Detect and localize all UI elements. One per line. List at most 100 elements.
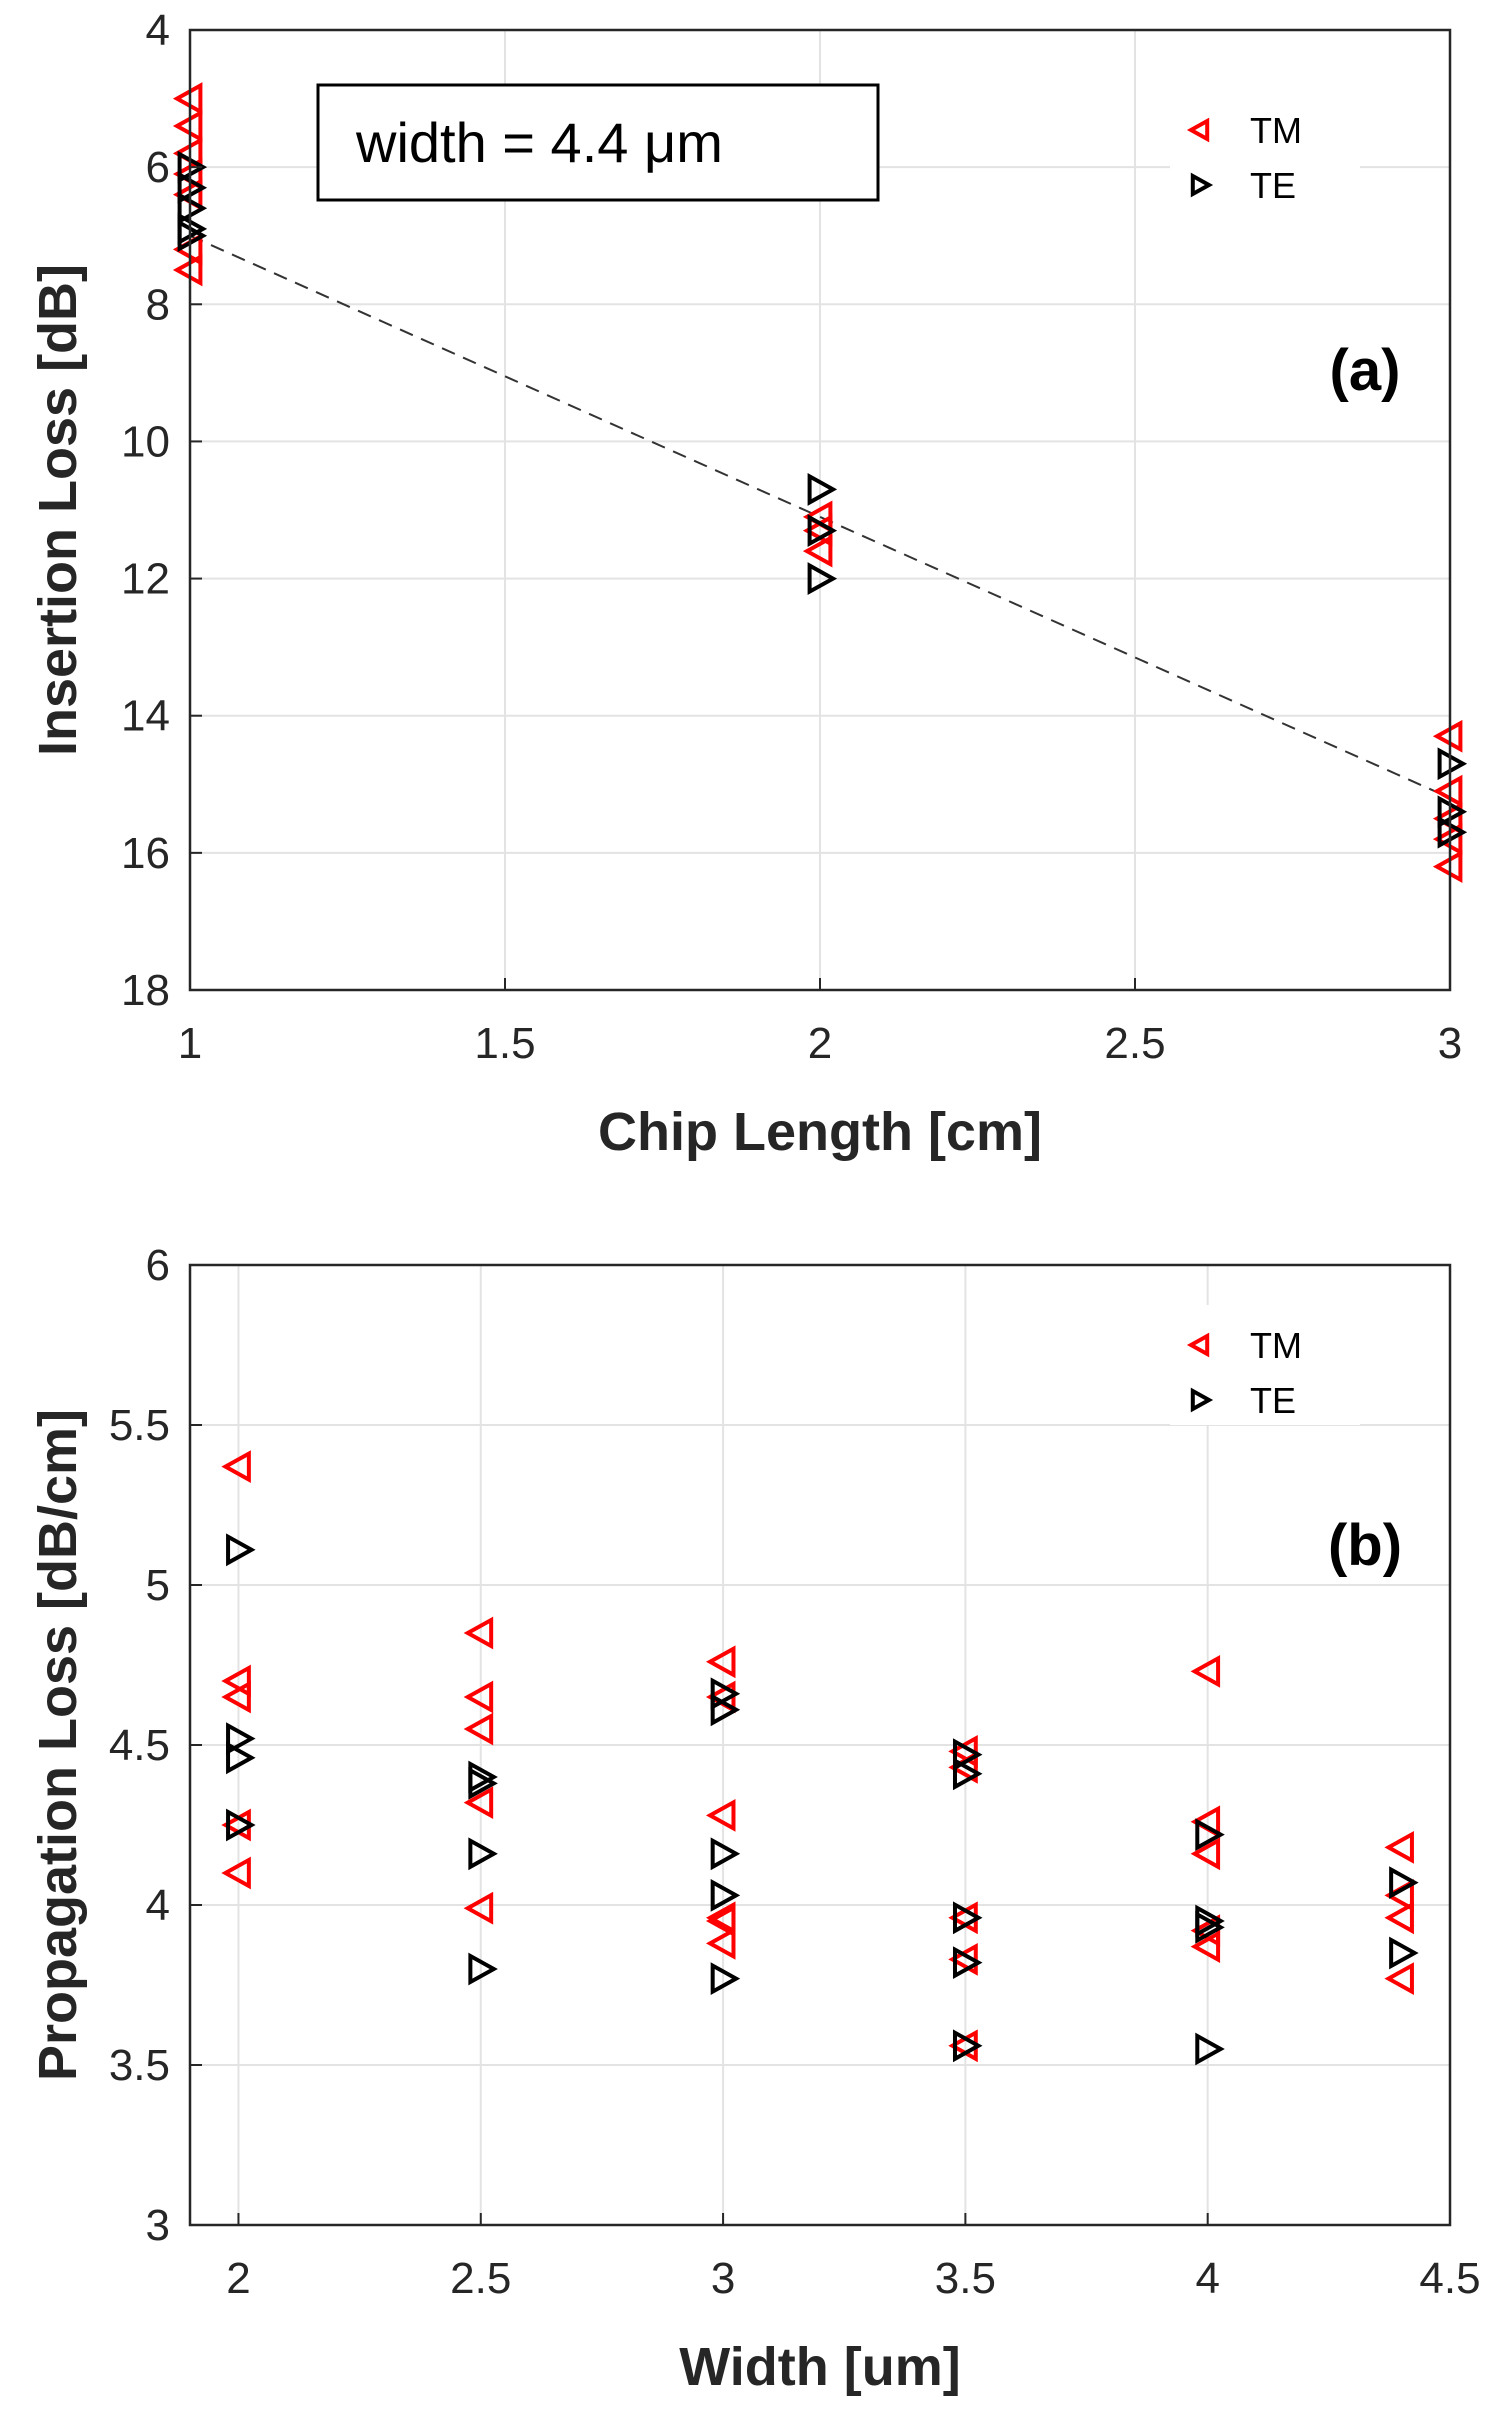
chart-b-tick-labels: 2 2.5 3 3.5 4 4.5 3 3.5 4 4.5 5 5.5 6 xyxy=(109,1241,1481,2303)
chart-a-x-tick-label: 2 xyxy=(808,1019,832,1068)
chart-b-x-tick-label: 2 xyxy=(226,2254,250,2303)
chart-b-x-tick-label: 3 xyxy=(711,2254,735,2303)
chart-a-point-te xyxy=(177,171,208,205)
chart-b-point-te xyxy=(710,1837,741,1871)
chart-a-legend-label-tm: TM xyxy=(1250,110,1302,151)
chart-a-point-tm xyxy=(1432,822,1463,856)
chart-b-point-tm xyxy=(705,1645,736,1679)
chart-b-point-tm xyxy=(463,1680,494,1714)
chart-b-point-te xyxy=(952,1901,983,1935)
chart-a-y-axis-label: Insertion Loss [dB] xyxy=(28,264,88,756)
chart-b-x-axis-label: Width [um] xyxy=(679,2337,960,2397)
chart-a-legend-label-te: TE xyxy=(1250,165,1296,206)
chart-a-y-tick-label: 4 xyxy=(146,6,170,55)
chart-b-point-te xyxy=(952,1757,983,1791)
chart-a-x-tick-label: 2.5 xyxy=(1104,1019,1165,1068)
chart-a-legend: TM TE xyxy=(1170,90,1360,210)
chart-a-y-tick-label: 10 xyxy=(121,417,170,466)
chart-b-point-tm xyxy=(463,1891,494,1925)
chart-b-point-te xyxy=(1195,2032,1225,2066)
chart-b-point-te xyxy=(952,1946,983,1979)
chart-b-y-tick-label: 6 xyxy=(146,1241,170,1290)
chart-b-point-tm xyxy=(1190,1837,1221,1871)
chart-b-legend-label-tm: TM xyxy=(1250,1325,1302,1366)
chart-b-point-te xyxy=(226,1741,256,1775)
chart-a-point-te xyxy=(1437,815,1468,849)
chart-b-point-te xyxy=(952,1738,983,1771)
chart-b-point-te xyxy=(468,1767,498,1800)
chart-a-point-te xyxy=(807,562,838,595)
chart-a-tick-labels: 1 1.5 2 2.5 3 4 6 8 10 12 14 16 18 xyxy=(121,6,1462,1068)
chart-a-point-tm xyxy=(1432,719,1463,753)
chart-a-point-te xyxy=(177,191,208,225)
chart-b-point-te xyxy=(1389,1936,1419,1970)
chart-a-point-tm xyxy=(172,253,203,287)
chart-b-y-tick-label: 5.5 xyxy=(109,1401,170,1450)
chart-a-legend-marker-te xyxy=(1190,172,1214,198)
chart-b-point-tm xyxy=(1190,1930,1221,1963)
chart-b-point-tm xyxy=(221,1450,251,1483)
chart-b-point-te xyxy=(226,1722,256,1755)
chart-a-annotation-text: width = 4.4 μm xyxy=(355,111,723,174)
chart-b-y-tick-label: 5 xyxy=(146,1561,170,1610)
chart-b-point-tm xyxy=(463,1786,494,1819)
chart-a-y-tick-label: 14 xyxy=(121,692,170,741)
chart-b-point-tm xyxy=(463,1616,494,1650)
chart-b-y-tick-label: 3 xyxy=(146,2201,170,2250)
chart-b-point-te xyxy=(226,1808,256,1842)
chart-a-point-te xyxy=(1437,795,1468,829)
chart-a-x-tick-label: 3 xyxy=(1438,1019,1462,1068)
chart-b-y-tick-label: 3.5 xyxy=(109,2041,170,2090)
chart-a-y-tick-label: 18 xyxy=(121,966,170,1015)
chart-b-legend-marker-tm xyxy=(1186,1332,1210,1358)
chart-b-point-te xyxy=(952,2029,983,2063)
chart-b-y-tick-label: 4.5 xyxy=(109,1721,170,1770)
chart-b-point-te xyxy=(226,1533,256,1567)
chart-a-point-te xyxy=(1437,747,1468,781)
chart-b-point-tm xyxy=(705,1927,736,1960)
chart-a-y-tick-label: 8 xyxy=(146,280,170,329)
chart-b-point-tm xyxy=(705,1799,736,1832)
chart-b-panel-label: (b) xyxy=(1328,1513,1402,1578)
chart-a-point-tm xyxy=(172,109,203,143)
chart-b-x-tick-label: 2.5 xyxy=(450,2254,511,2303)
chart-b-x-tick-label: 3.5 xyxy=(935,2254,996,2303)
chart-b-point-te xyxy=(468,1952,498,1986)
chart-b-x-tick-label: 4.5 xyxy=(1419,2254,1480,2303)
chart-b-point-te xyxy=(710,1677,741,1711)
chart-a-points xyxy=(172,82,1468,883)
chart-b-point-tm xyxy=(221,1856,251,1890)
chart-b-point-tm xyxy=(705,1901,736,1935)
chart-a-point-tm xyxy=(1432,850,1463,883)
chart-b-point-te xyxy=(1195,1818,1225,1851)
chart-b-point-tm xyxy=(221,1680,251,1714)
chart-b: 2 2.5 3 3.5 4 4.5 3 3.5 4 4.5 5 5.5 6 Width [um] Pro… xyxy=(28,1241,1481,2397)
chart-b-y-axis-label: Propagation Loss [dB/cm] xyxy=(28,1409,88,2081)
chart-b-point-tm xyxy=(1384,1962,1414,1995)
chart-b-point-tm xyxy=(1384,1831,1414,1864)
chart-a-legend-marker-tm xyxy=(1186,117,1210,143)
chart-b-point-te xyxy=(710,1693,741,1727)
chart-a-y-tick-label: 12 xyxy=(121,555,170,604)
chart-b-point-te xyxy=(710,1879,741,1912)
chart-b-x-tick-label: 4 xyxy=(1195,2254,1219,2303)
chart-b-legend: TM TE xyxy=(1170,1305,1360,1425)
chart-a-y-tick-label: 6 xyxy=(146,143,170,192)
chart-a-x-axis-label: Chip Length [cm] xyxy=(598,1102,1042,1162)
chart-b-point-te xyxy=(1389,1866,1419,1899)
chart-b-points xyxy=(221,1450,1419,2066)
chart-a-point-te xyxy=(807,514,838,547)
chart-a-x-tick-label: 1.5 xyxy=(474,1019,535,1068)
chart-a-x-tick-label: 1 xyxy=(178,1019,202,1068)
chart-a-point-tm xyxy=(802,534,833,568)
chart-a-point-te xyxy=(177,219,208,253)
chart-b-point-tm xyxy=(463,1712,494,1746)
chart-b-point-te xyxy=(468,1837,498,1871)
chart-b-legend-label-te: TE xyxy=(1250,1380,1296,1421)
chart-a-panel-label: (a) xyxy=(1330,338,1401,403)
chart-b-point-te xyxy=(710,1962,741,1995)
chart-b-legend-marker-te xyxy=(1190,1387,1214,1413)
chart-a-point-tm xyxy=(172,82,203,115)
